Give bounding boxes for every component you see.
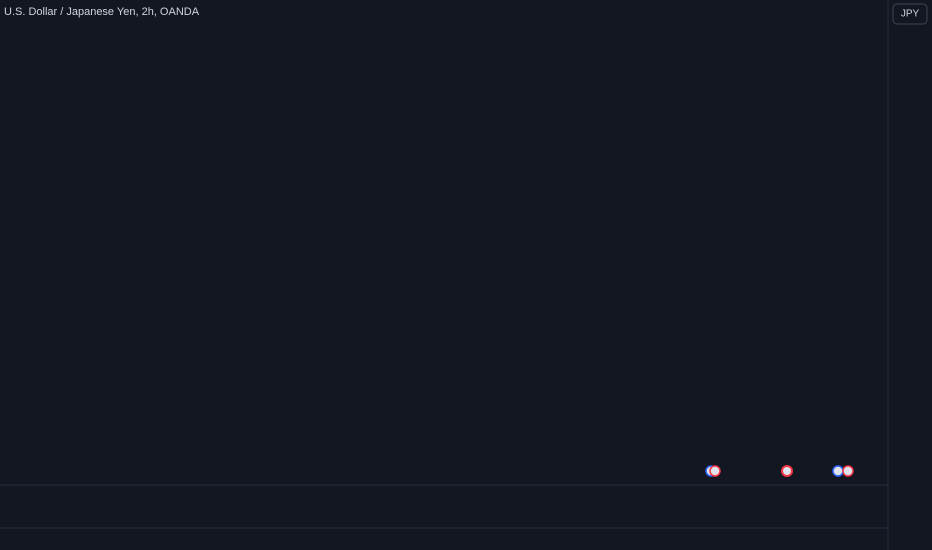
event-icons <box>705 465 854 477</box>
currency-button[interactable] <box>892 3 928 25</box>
chart-title: U.S. Dollar / Japanese Yen, 2h, OANDA <box>4 6 200 18</box>
currency-label: JPY <box>901 9 920 20</box>
